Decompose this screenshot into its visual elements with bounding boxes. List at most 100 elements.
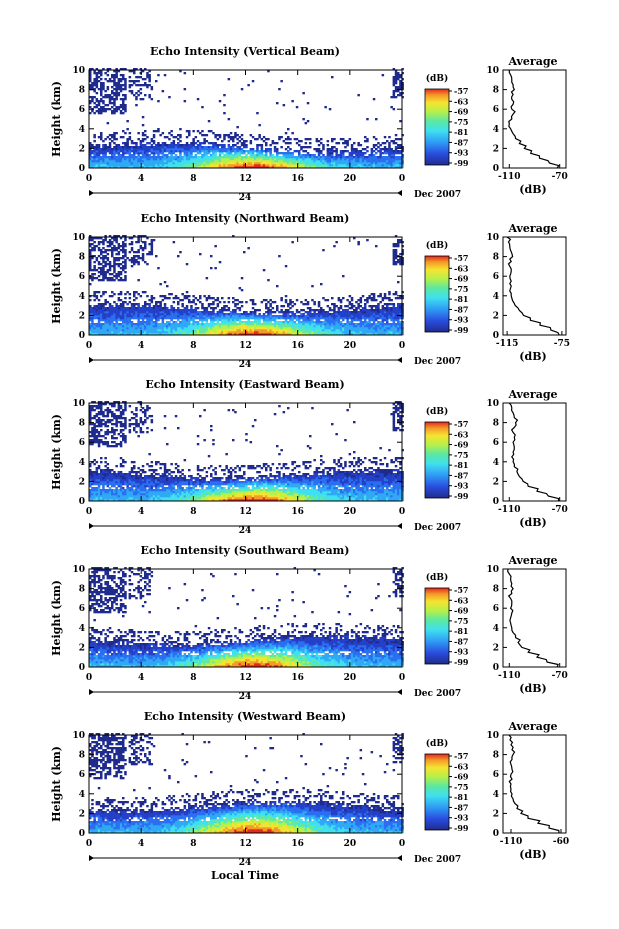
colorbar-tick-label: -69	[454, 107, 469, 117]
colorbar-tick-label: -99	[454, 491, 469, 501]
x-tick-label: 0	[399, 174, 405, 184]
x-tick-label: 4	[138, 174, 144, 184]
profile-y-tick-label: 0	[493, 497, 499, 507]
x-tick-label: 16	[291, 839, 304, 849]
y-tick-label: 0	[79, 164, 85, 174]
colorbar-tick-label: -99	[454, 325, 469, 335]
profile-y-tick-label: 2	[493, 311, 499, 321]
profile-title: Average	[507, 388, 557, 401]
profile-line	[508, 402, 560, 502]
colorbar-tick-label: -57	[454, 585, 468, 595]
colorbar-tick-label: -99	[454, 158, 469, 168]
colorbar-tick-label: -81	[454, 626, 468, 636]
profile-y-tick-label: 4	[493, 125, 499, 135]
x-tick-label: 12	[239, 341, 252, 351]
profile-y-tick-label: 8	[493, 419, 499, 429]
x-tick-label: 0	[86, 341, 92, 351]
profile-frame	[502, 402, 567, 502]
panel-title: Echo Intensity (Westward Beam)	[144, 710, 346, 723]
profile-y-tick-label: 0	[493, 829, 499, 839]
profile-y-tick-label: 6	[493, 770, 499, 780]
profile-y-tick-label: 4	[493, 458, 499, 468]
heatmap-cells	[89, 567, 404, 668]
colorbar-tick-label: -69	[454, 606, 469, 616]
y-tick-label: 0	[79, 497, 85, 507]
profile-line	[506, 236, 560, 336]
y-tick-label: 0	[79, 331, 85, 341]
x-tick-label: 20	[344, 341, 357, 351]
profile-title: Average	[507, 222, 557, 235]
profile-line	[508, 70, 560, 169]
x-tick-label: 4	[138, 507, 144, 517]
profile-y-tick-label: 8	[493, 751, 499, 761]
profile-frame	[502, 69, 567, 169]
colorbar-tick-label: -81	[454, 294, 468, 304]
y-tick-label: 4	[79, 125, 85, 135]
profile-x-tick-label: -110	[498, 505, 521, 515]
x-tick-label: 0	[399, 507, 405, 517]
x-tick-label: 12	[239, 507, 252, 517]
colorbar-tick-label: -87	[454, 137, 468, 147]
profile-y-tick-label: 10	[486, 233, 499, 243]
y-tick-label: 4	[79, 624, 85, 634]
profile-y-tick-label: 6	[493, 105, 499, 115]
profile-y-tick-label: 4	[493, 292, 499, 302]
profile-x-tick-label: -70	[552, 505, 568, 515]
profile-y-tick-label: 2	[493, 643, 499, 653]
x-tick-label: 16	[291, 174, 304, 184]
colorbar-tick-label: -99	[454, 657, 469, 667]
y-tick-label: 10	[72, 66, 85, 76]
date-day-label: 24	[239, 526, 252, 536]
colorbar-unit: (dB)	[426, 738, 448, 749]
x-tick-label: 8	[190, 341, 196, 351]
colorbar-tick-label: -93	[454, 148, 469, 158]
profile-y-tick-label: 2	[493, 809, 499, 819]
x-tick-label: 8	[190, 174, 196, 184]
panel-5: Echo Intensity (Westward Beam) Height (km…	[50, 710, 569, 868]
profile-line	[507, 568, 559, 668]
colorbar-tick-label: -63	[454, 595, 469, 605]
x-tick-label: 12	[239, 673, 252, 683]
y-axis-label: Height (km)	[50, 81, 63, 157]
colorbar-tick-label: -57	[454, 751, 468, 761]
profile-y-tick-label: 10	[486, 66, 499, 76]
x-tick-label: 4	[138, 673, 144, 683]
y-axis-label: Height (km)	[50, 414, 63, 490]
profile-y-tick-label: 0	[493, 331, 499, 341]
profile-y-tick-label: 10	[486, 399, 499, 409]
profile-title: Average	[507, 720, 557, 733]
x-tick-label: 20	[344, 507, 357, 517]
profile-y-tick-label: 8	[493, 86, 499, 96]
profile-line	[508, 734, 560, 834]
colorbar-tick-label: -69	[454, 772, 469, 782]
x-tick-label: 20	[344, 673, 357, 683]
colorbar-tick-label: -99	[454, 823, 469, 833]
date-label: Dec 2007	[414, 357, 461, 367]
colorbar-tick-label: -63	[454, 96, 469, 106]
x-tick-label: 16	[291, 673, 304, 683]
y-tick-label: 6	[79, 272, 85, 282]
colorbar-tick-label: -69	[454, 440, 469, 450]
date-day-label: 24	[239, 360, 252, 370]
colorbar-tick-label: -93	[454, 481, 469, 491]
x-tick-label: 8	[190, 673, 196, 683]
x-tick-label: 20	[344, 174, 357, 184]
colorbar	[424, 255, 450, 333]
y-tick-label: 10	[72, 565, 85, 575]
x-tick-label: 0	[86, 839, 92, 849]
y-tick-label: 8	[79, 585, 85, 595]
y-axis-label: Height (km)	[50, 580, 63, 656]
date-label: Dec 2007	[414, 190, 461, 200]
x-tick-label: 0	[86, 507, 92, 517]
colorbar	[424, 421, 450, 499]
colorbar-tick-label: -75	[454, 782, 468, 792]
colorbar-tick-label: -87	[454, 636, 468, 646]
date-label: Dec 2007	[414, 523, 461, 533]
y-tick-label: 10	[72, 399, 85, 409]
profile-frame	[502, 568, 567, 668]
y-tick-label: 4	[79, 292, 85, 302]
colorbar-tick-label: -93	[454, 315, 469, 325]
y-tick-label: 6	[79, 438, 85, 448]
x-tick-label: 0	[399, 341, 405, 351]
colorbar-tick-label: -93	[454, 647, 469, 657]
